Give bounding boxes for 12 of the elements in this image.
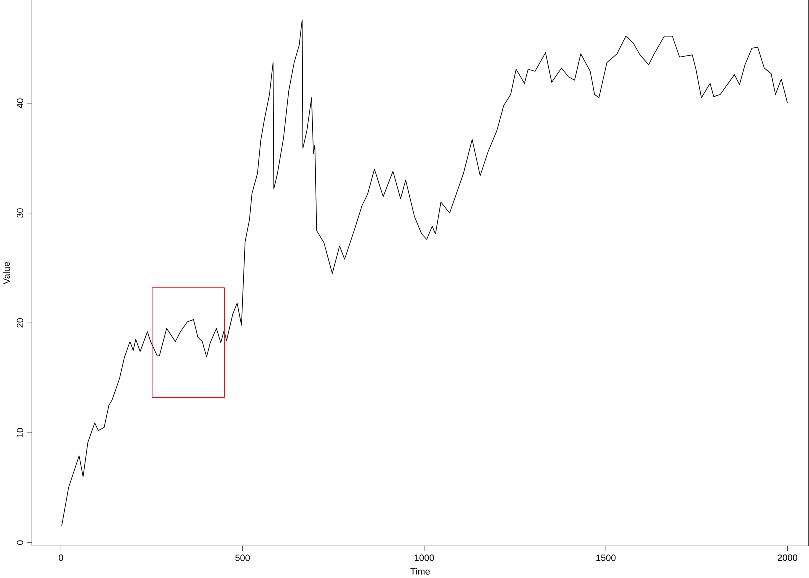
y-axis-title: Value [3,262,10,284]
x-tick-label: 500 [236,554,250,562]
y-tick-label: 40 [17,98,24,108]
y-tick-label: 10 [17,428,24,438]
x-tick-label: 2000 [778,554,798,562]
y-tick-label: 0 [17,540,24,545]
x-tick-label: 1500 [596,554,616,562]
y-tick-label: 30 [17,208,24,218]
y-tick-label: 20 [17,318,24,328]
x-axis-title: Time [410,568,430,575]
x-tick-label: 1000 [415,554,434,562]
x-tick-label: 0 [59,554,64,562]
